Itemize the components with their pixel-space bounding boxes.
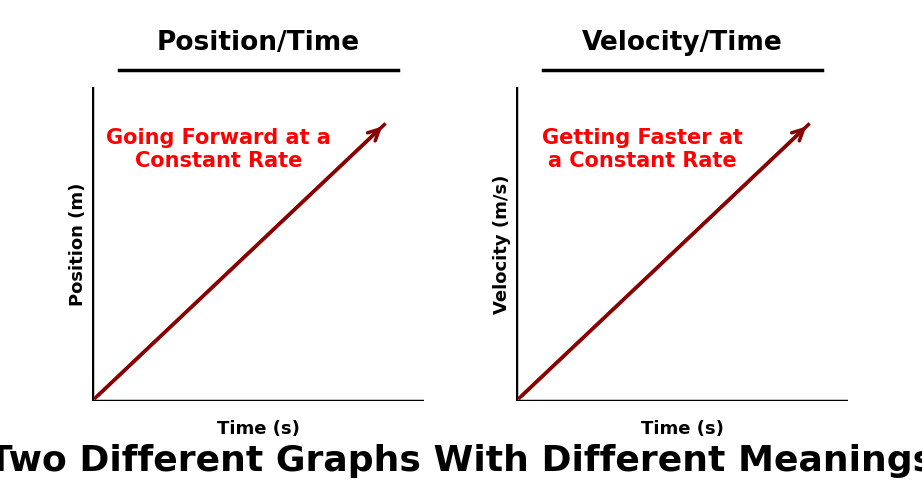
Text: Velocity/Time: Velocity/Time xyxy=(582,29,783,56)
Text: Position/Time: Position/Time xyxy=(157,29,360,56)
Text: Getting Faster at
a Constant Rate: Getting Faster at a Constant Rate xyxy=(542,128,743,171)
Y-axis label: Velocity (m/s): Velocity (m/s) xyxy=(492,174,511,313)
Text: Going Forward at a
Constant Rate: Going Forward at a Constant Rate xyxy=(106,128,331,171)
Text: Time (s): Time (s) xyxy=(217,420,300,438)
Text: Time (s): Time (s) xyxy=(641,420,724,438)
Y-axis label: Position (m): Position (m) xyxy=(68,182,87,306)
Text: Two Different Graphs With Different Meanings: Two Different Graphs With Different Mean… xyxy=(0,444,922,478)
